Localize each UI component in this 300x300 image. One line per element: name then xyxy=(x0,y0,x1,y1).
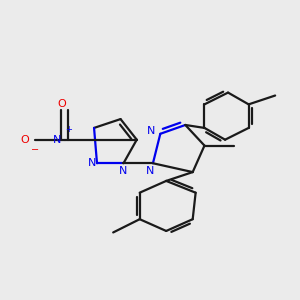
Text: +: + xyxy=(66,125,73,134)
Text: N: N xyxy=(119,166,128,176)
Text: −: − xyxy=(31,145,39,155)
Text: N: N xyxy=(146,167,154,176)
Text: O: O xyxy=(20,135,29,145)
Text: O: O xyxy=(57,99,66,109)
Text: N: N xyxy=(53,135,62,145)
Text: N: N xyxy=(88,158,96,168)
Text: N: N xyxy=(147,126,156,136)
